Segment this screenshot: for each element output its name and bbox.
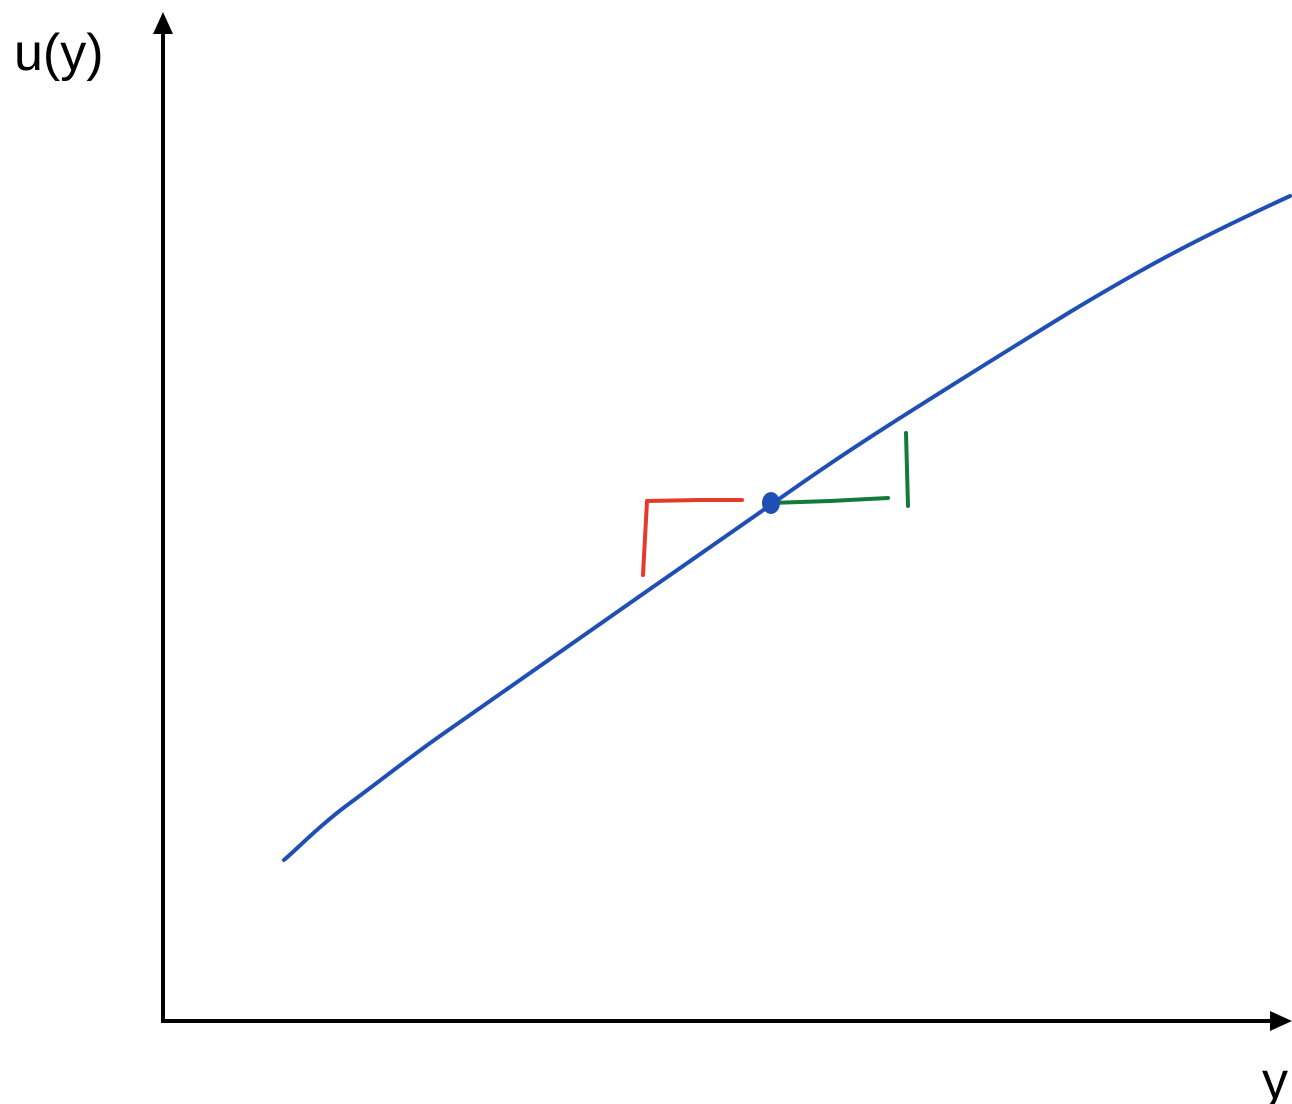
x-axis-label: y (1262, 1052, 1288, 1104)
right-step-marker (768, 431, 910, 508)
y-axis-arrowhead-icon (153, 12, 173, 34)
left-step-marker (641, 498, 744, 577)
x-axis-arrowhead-icon (1270, 1011, 1292, 1031)
y-axis-label: u(y) (14, 24, 104, 82)
curve-point (762, 492, 780, 514)
utility-curve (282, 194, 1292, 862)
